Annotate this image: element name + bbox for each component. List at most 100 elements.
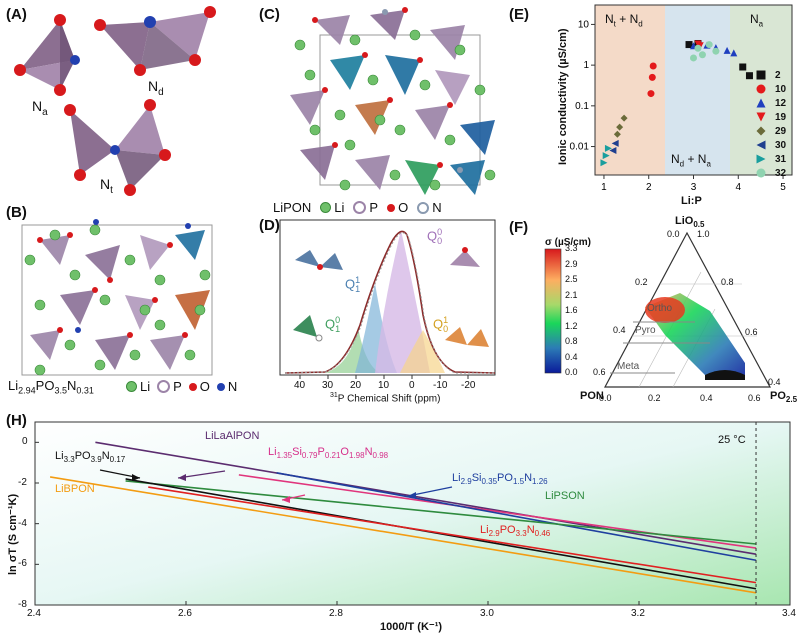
q00-label: Q00 — [427, 227, 443, 246]
right-tick-10: 1.0 — [697, 229, 710, 239]
colorbar-tick-label: 2.9 — [565, 258, 578, 269]
q01-label: Q01 — [325, 315, 341, 334]
e-xtick-label: 3 — [691, 182, 697, 193]
legend-n-swatch — [216, 382, 225, 391]
lipon-structure-c — [290, 7, 496, 195]
e-point-series-29 — [613, 130, 621, 138]
legend-entry: 31 — [755, 152, 786, 166]
e-point-series-32 — [698, 51, 706, 59]
arrhenius-chart — [34, 421, 791, 606]
e-point-series-2 — [739, 63, 747, 71]
e-point-series-32 — [690, 54, 697, 62]
h-xtick-label: 2.8 — [329, 608, 343, 619]
h-line-label: Li1.35Si0.79P0.21O1.98N0.98 — [268, 446, 389, 461]
panel-c: (C) — [255, 0, 505, 215]
e-point-series-32 — [705, 41, 713, 49]
h-xlabel: 1000/T (K⁻¹) — [380, 621, 443, 633]
panel-a-label: (A) — [6, 6, 27, 23]
panel-c-legend: LiPON Li P O N — [273, 200, 442, 215]
panel-f-label: (F) — [509, 219, 529, 236]
legend-entry: 32 — [755, 166, 786, 180]
h-line-li2.9po3.3n0.46 — [148, 486, 757, 584]
q10-label: Q10 — [433, 315, 449, 334]
e-ytick-label: 0.1 — [575, 101, 589, 112]
tetrahedron-na — [14, 14, 80, 96]
right-tick-04: 0.4 — [768, 377, 781, 387]
legend-label: 30 — [775, 139, 787, 151]
tetrahedron-nd — [94, 6, 216, 76]
e-point-series-32 — [712, 47, 720, 55]
left-tick-02: 0.2 — [635, 277, 648, 287]
bottom-tick-00: 0.0 — [599, 393, 612, 403]
right-tick-06: 0.6 — [745, 327, 758, 337]
label-nt: Nt — [100, 176, 113, 196]
e-point-series-31 — [602, 152, 610, 160]
h-line-label: Li3.3PO3.9N0.17 — [55, 450, 126, 465]
legend-marker — [756, 140, 766, 150]
h-line-label: LiLaAlPON — [205, 430, 260, 442]
legend-entry: 29 — [755, 124, 786, 138]
colorbar-tick-label: 2.1 — [565, 289, 578, 300]
legend-label: 31 — [775, 153, 787, 165]
high-conductivity-spot — [645, 297, 685, 323]
h-line-lipson — [125, 480, 757, 545]
legend-entry: 2 — [755, 68, 786, 82]
left-tick-04: 0.4 — [613, 325, 626, 335]
e-xtick-label: 4 — [735, 182, 741, 193]
colorbar-tick-label: 3.3 — [565, 243, 578, 253]
e-xlabel: Li:P — [681, 195, 702, 207]
h-ytick-label: -4 — [18, 517, 27, 529]
legend-label: 29 — [775, 125, 787, 137]
region-label-na: Na — [750, 12, 764, 29]
e-point-series-29 — [620, 114, 628, 122]
bottom-tick-04: 0.4 — [700, 393, 713, 403]
h-xtick-label: 3.2 — [631, 608, 645, 619]
lipon-structure-b — [21, 219, 213, 376]
legend-marker — [756, 126, 766, 136]
tick-label: -20 — [461, 380, 476, 391]
e-xtick-label: 5 — [780, 182, 786, 193]
legend-li-swatch — [126, 381, 137, 392]
e-point-series-10 — [648, 73, 656, 81]
panel-e: (E) 1 2 3 4 5 0.01 0.1 1 10 Nt + Nd Nd + Na Na 2… — [505, 0, 800, 215]
top-zero: 0.0 — [667, 229, 680, 239]
colorbar-tick-label: 0.8 — [565, 336, 578, 346]
tick-label: 0 — [409, 380, 415, 391]
bottom-tick-06: 0.6 — [748, 393, 761, 403]
colorbar-tick-label: 0.4 — [565, 351, 578, 362]
e-point-series-10 — [649, 62, 657, 70]
right-tick-08: 0.8 — [721, 277, 734, 287]
tick-label: 40 — [294, 380, 306, 391]
h-temp-label: 25 °C — [718, 434, 746, 446]
legend-marker — [756, 154, 766, 164]
e-point-series-10 — [647, 90, 655, 98]
q01-motif — [293, 315, 323, 342]
e-point-series-12 — [730, 49, 738, 57]
legend-marker — [756, 168, 766, 178]
tick-label: 20 — [350, 380, 362, 391]
q00-motif — [450, 247, 480, 267]
e-point-series-31 — [604, 144, 612, 152]
h-xtick-label: 3.4 — [782, 608, 796, 619]
panel-d-label: (D) — [259, 217, 280, 234]
panel-h-label: (H) — [6, 412, 27, 429]
h-ytick-label: 0 — [22, 436, 28, 448]
ternary-diagram — [544, 231, 772, 388]
colorbar-tick-label: 1.2 — [565, 320, 578, 331]
q10-motif — [445, 327, 489, 347]
e-point-series-30 — [609, 146, 617, 154]
e-ylabel: Ionic conductivity (µS/cm) — [557, 28, 569, 165]
h-line-lilaalpon — [95, 441, 757, 555]
legend-marker — [756, 70, 766, 80]
region-nd-na — [665, 5, 730, 175]
legend-entry: 12 — [755, 96, 786, 110]
nmr-ticks: 40 30 20 10 0 -10 -20 — [255, 380, 505, 392]
legend-label: 32 — [775, 167, 787, 179]
label-na: Na — [32, 98, 48, 118]
peak-q1-0 — [400, 330, 445, 373]
legend-entry: 30 — [755, 138, 786, 152]
peak-q0-0 — [375, 230, 430, 373]
legend-n-swatch-c — [417, 201, 430, 214]
e-point-series-2 — [745, 72, 753, 80]
